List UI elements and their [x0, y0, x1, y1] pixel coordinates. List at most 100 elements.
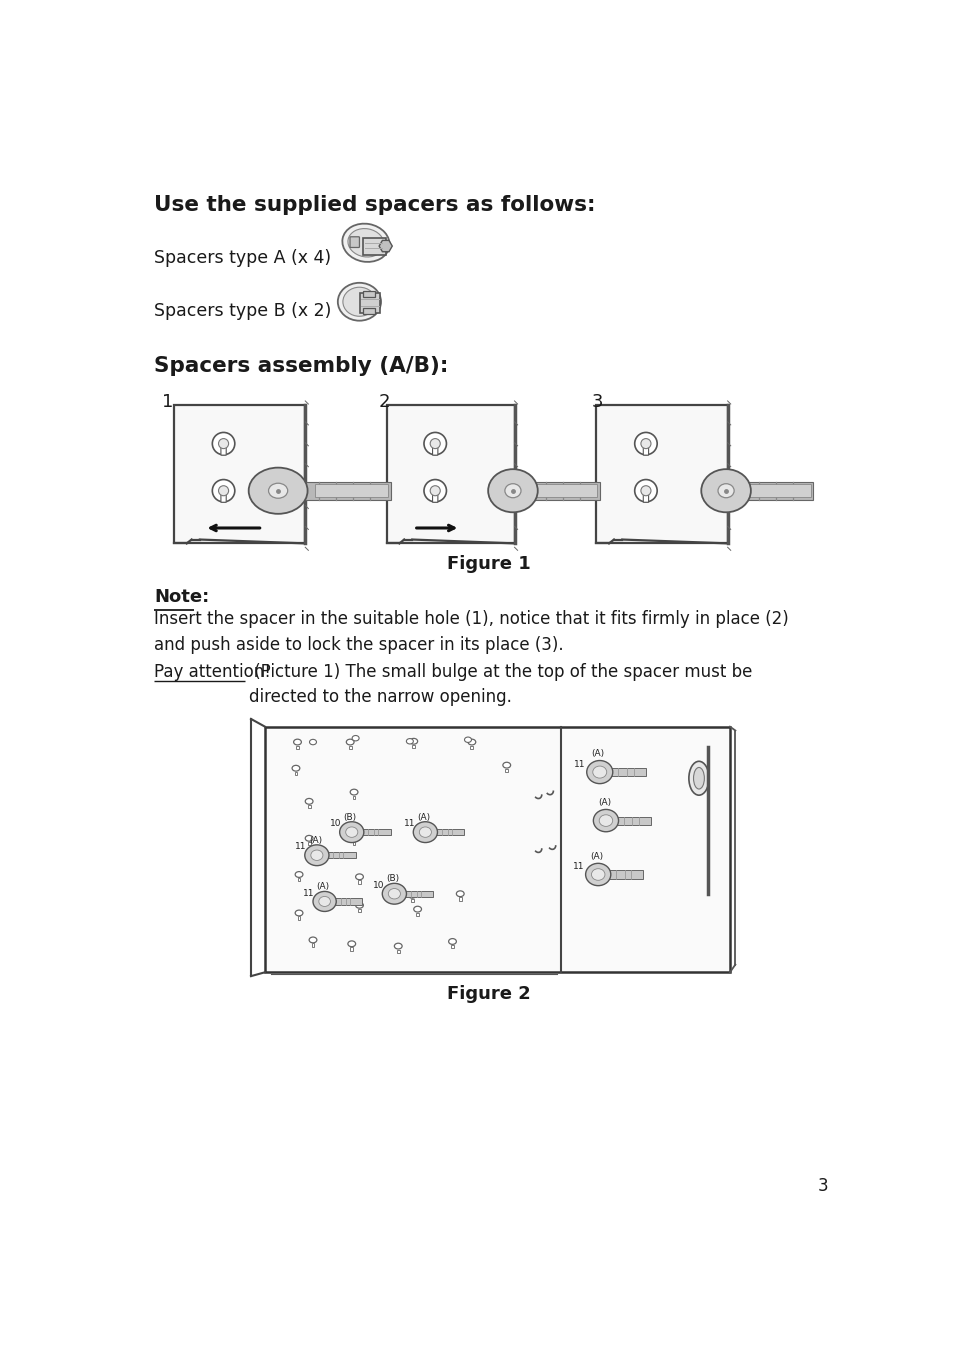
- Circle shape: [634, 433, 657, 454]
- Text: 2: 2: [378, 393, 390, 411]
- Circle shape: [430, 438, 439, 449]
- Text: 11: 11: [573, 863, 584, 872]
- Bar: [357, 909, 360, 913]
- Text: 1: 1: [162, 393, 173, 411]
- FancyBboxPatch shape: [642, 446, 648, 456]
- Bar: [265, 726, 729, 972]
- Text: 3: 3: [592, 393, 603, 411]
- Ellipse shape: [593, 810, 618, 831]
- Ellipse shape: [585, 864, 610, 886]
- Ellipse shape: [350, 836, 357, 841]
- Ellipse shape: [504, 484, 520, 498]
- Circle shape: [634, 480, 657, 502]
- Ellipse shape: [598, 815, 612, 826]
- Ellipse shape: [502, 763, 510, 768]
- FancyBboxPatch shape: [350, 237, 359, 247]
- Ellipse shape: [294, 910, 303, 915]
- Bar: [436, 829, 464, 836]
- Text: (A): (A): [590, 852, 602, 861]
- Ellipse shape: [591, 869, 604, 880]
- Circle shape: [218, 438, 229, 449]
- FancyBboxPatch shape: [359, 293, 380, 314]
- Text: 10: 10: [330, 819, 341, 829]
- Ellipse shape: [337, 283, 380, 320]
- Bar: [350, 948, 353, 950]
- Ellipse shape: [456, 891, 464, 896]
- Bar: [596, 404, 727, 544]
- Circle shape: [423, 433, 446, 454]
- Bar: [362, 308, 375, 315]
- FancyBboxPatch shape: [432, 446, 437, 456]
- Bar: [386, 404, 514, 544]
- Bar: [305, 481, 390, 500]
- Bar: [295, 745, 298, 749]
- Bar: [505, 769, 508, 772]
- FancyBboxPatch shape: [432, 493, 437, 503]
- Bar: [357, 880, 360, 884]
- Ellipse shape: [342, 287, 375, 316]
- Ellipse shape: [700, 469, 750, 512]
- Bar: [297, 877, 300, 882]
- Ellipse shape: [305, 836, 313, 841]
- Text: (Picture 1) The small bulge at the top of the spacer must be
directed to the nar: (Picture 1) The small bulge at the top o…: [249, 662, 751, 707]
- Bar: [328, 852, 355, 859]
- Bar: [353, 795, 355, 799]
- Circle shape: [218, 485, 229, 496]
- Ellipse shape: [305, 799, 313, 804]
- Ellipse shape: [350, 790, 357, 795]
- Ellipse shape: [304, 845, 329, 865]
- Text: (A): (A): [416, 813, 430, 822]
- Text: Spacers assembly (A/B):: Spacers assembly (A/B):: [154, 357, 448, 376]
- Ellipse shape: [448, 938, 456, 944]
- Text: Spacers type A (x 4): Spacers type A (x 4): [154, 250, 331, 268]
- Ellipse shape: [294, 740, 301, 745]
- Ellipse shape: [309, 937, 316, 942]
- Bar: [173, 404, 305, 544]
- Circle shape: [423, 480, 446, 502]
- Circle shape: [640, 438, 650, 449]
- Bar: [312, 944, 314, 946]
- Bar: [335, 898, 362, 904]
- Ellipse shape: [382, 883, 406, 904]
- Bar: [458, 898, 461, 900]
- Ellipse shape: [345, 827, 357, 837]
- Ellipse shape: [342, 223, 389, 262]
- Circle shape: [640, 485, 650, 496]
- Bar: [362, 291, 375, 297]
- Ellipse shape: [406, 738, 413, 744]
- Text: Pay attention!: Pay attention!: [154, 662, 271, 681]
- Ellipse shape: [410, 738, 417, 744]
- Text: 11: 11: [303, 888, 314, 898]
- Ellipse shape: [394, 944, 402, 949]
- Text: (A): (A): [309, 836, 321, 845]
- Text: Figure 2: Figure 2: [447, 984, 530, 1003]
- Ellipse shape: [688, 761, 708, 795]
- Bar: [405, 891, 433, 896]
- Ellipse shape: [348, 228, 383, 257]
- Ellipse shape: [718, 484, 734, 498]
- Text: Note:: Note:: [154, 588, 209, 606]
- Ellipse shape: [339, 822, 363, 842]
- Bar: [411, 899, 414, 902]
- Text: 3: 3: [817, 1178, 827, 1195]
- Ellipse shape: [309, 740, 316, 745]
- Bar: [514, 481, 599, 500]
- Text: (A): (A): [316, 883, 330, 891]
- Polygon shape: [378, 241, 392, 251]
- Ellipse shape: [419, 827, 431, 837]
- Text: 11: 11: [295, 842, 307, 852]
- Ellipse shape: [318, 896, 330, 906]
- Text: Use the supplied spacers as follows:: Use the supplied spacers as follows:: [154, 195, 595, 215]
- Ellipse shape: [352, 735, 358, 741]
- Bar: [396, 949, 399, 953]
- Circle shape: [213, 433, 234, 454]
- Ellipse shape: [355, 873, 363, 880]
- Text: Spacers type B (x 2): Spacers type B (x 2): [154, 301, 331, 320]
- Ellipse shape: [294, 872, 303, 877]
- Ellipse shape: [269, 483, 288, 499]
- Bar: [727, 481, 812, 500]
- Text: 11: 11: [574, 760, 585, 769]
- Bar: [353, 842, 355, 845]
- FancyBboxPatch shape: [221, 446, 226, 456]
- Bar: [308, 804, 310, 808]
